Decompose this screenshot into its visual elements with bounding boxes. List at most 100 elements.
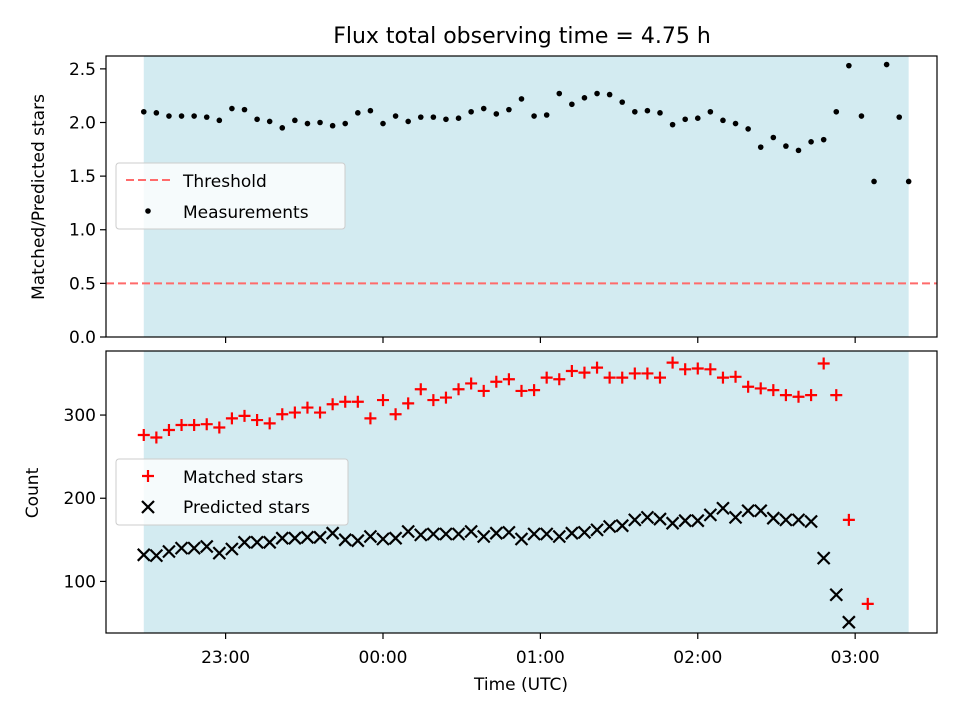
- matched-star-point: [830, 389, 843, 402]
- ratio-ytick-label: 1.0: [69, 221, 96, 241]
- measurement-point: [808, 139, 814, 145]
- measurement-point: [858, 113, 865, 119]
- ratio-ytick-label: 2.5: [69, 60, 96, 80]
- count-panel-frame: [105, 350, 938, 634]
- measurement-point: [632, 108, 638, 115]
- ratio-ytick-label: 0.0: [69, 328, 96, 348]
- predicted-star-point: [640, 510, 655, 525]
- count-panel-legend: Matched stars Predicted stars: [115, 458, 349, 526]
- measurement-point: [569, 101, 575, 108]
- matched-star-point: [565, 364, 578, 377]
- matched-star-point: [502, 373, 515, 386]
- count-xtick-label: 01:00: [516, 648, 565, 668]
- measurement-point: [795, 147, 802, 154]
- matched-star-point: [314, 406, 327, 419]
- matched-star-point: [225, 412, 238, 425]
- matched-star-point: [339, 395, 352, 408]
- matched-star-point: [754, 382, 767, 395]
- predicted-star-point: [225, 542, 239, 556]
- predicted-star-point: [703, 508, 718, 522]
- matched-star-point: [238, 409, 251, 422]
- predicted-star-point: [338, 533, 353, 547]
- ratio-panel-ylabel: Matched/Predicted stars: [29, 94, 49, 300]
- measurement-point: [216, 117, 223, 124]
- count-panel: 100 200 300 23:00 00:00 01:00 02:00 03:00 Coun…: [23, 350, 938, 695]
- matched-star-point: [452, 383, 465, 396]
- matched-star-point: [465, 377, 478, 390]
- matched-star-point: [200, 418, 213, 431]
- measurement-point: [644, 107, 651, 114]
- matched-star-point: [704, 363, 717, 376]
- matched-star-point: [288, 406, 301, 419]
- predicted-star-point: [753, 503, 768, 518]
- measurement-point: [581, 95, 588, 101]
- measurement-point: [606, 91, 613, 98]
- predicted-star-point: [716, 501, 730, 515]
- measurement-point: [694, 115, 701, 122]
- measurement-point: [783, 143, 789, 149]
- predicted-star-point: [804, 514, 818, 529]
- matched-star-point: [490, 375, 503, 388]
- count-legend-box: [115, 458, 349, 526]
- measurement-point: [292, 117, 298, 124]
- predicted-star-point: [250, 535, 264, 550]
- predicted-star-point: [439, 527, 453, 541]
- predicted-star-point: [577, 525, 592, 540]
- predicted-star-point: [552, 529, 567, 544]
- predicted-star-point: [149, 548, 164, 563]
- predicted-star-point: [728, 510, 743, 525]
- chart-title: Flux total observing time = 4.75 h: [333, 24, 711, 49]
- matched-legend-swatch: [142, 470, 154, 482]
- predicted-star-point: [539, 527, 554, 541]
- measurement-point: [871, 178, 877, 185]
- matched-star-point: [364, 412, 377, 425]
- predicted-legend-label: Predicted stars: [183, 498, 310, 518]
- predicted-star-point: [829, 587, 844, 602]
- matched-star-point: [578, 366, 591, 379]
- measurement-point: [405, 118, 411, 125]
- matched-star-point: [301, 401, 314, 414]
- measurement-point: [443, 116, 449, 123]
- predicted-legend-swatch: [141, 500, 155, 514]
- measurement-point: [367, 107, 374, 114]
- measurement-point: [833, 108, 840, 115]
- predicted-star-point: [136, 548, 151, 562]
- predicted-star-point: [388, 531, 403, 545]
- measurement-point: [380, 120, 386, 127]
- matched-star-point: [729, 370, 742, 383]
- measurement-point: [493, 111, 500, 117]
- measurement-point: [707, 108, 714, 115]
- measurement-point: [329, 122, 336, 129]
- measurement-point: [820, 136, 827, 143]
- measurement-point: [304, 120, 311, 127]
- predicted-star-point: [313, 530, 327, 545]
- matched-star-point: [861, 597, 874, 610]
- count-ytick-label: 300: [64, 406, 96, 426]
- predicted-star-point: [628, 513, 642, 527]
- predicted-star-point: [590, 523, 604, 537]
- ratio-panel-frame: [105, 55, 938, 338]
- matched-legend-label: Matched stars: [183, 468, 303, 488]
- predicted-star-point: [816, 551, 831, 565]
- measurement-point: [229, 105, 235, 112]
- matched-star-point: [213, 421, 226, 434]
- count-xtick-label: 02:00: [673, 648, 722, 668]
- measurement-point: [594, 90, 600, 97]
- count-xtick-label: 00:00: [359, 648, 408, 668]
- matched-star-point: [162, 424, 175, 437]
- predicted-star-point: [842, 615, 856, 629]
- measurement-point: [732, 120, 739, 127]
- predicted-star-point: [376, 532, 390, 546]
- matched-star-point: [767, 384, 780, 397]
- measurement-point: [846, 62, 852, 69]
- measurement-point: [166, 113, 172, 119]
- measurement-point: [455, 115, 462, 122]
- measurement-point: [745, 126, 751, 132]
- measurement-point: [430, 114, 437, 120]
- matched-star-point: [427, 394, 440, 407]
- predicted-star-point: [174, 541, 189, 555]
- predicted-star-point: [502, 525, 516, 540]
- measurement-point: [518, 96, 525, 102]
- measurement-point: [140, 108, 147, 115]
- matched-star-point: [188, 419, 201, 432]
